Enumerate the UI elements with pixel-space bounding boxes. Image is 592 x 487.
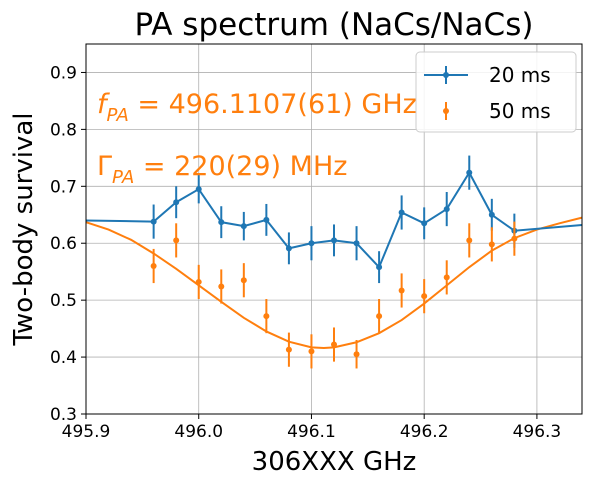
gamma-annotation: ΓPA = 220(29) MHz <box>97 151 347 188</box>
data-point <box>511 235 518 242</box>
data-point <box>308 240 315 247</box>
legend-50ms-marker <box>443 108 449 114</box>
y-tick-label: 0.4 <box>50 348 77 368</box>
gamma-subscript: PA <box>112 167 134 188</box>
data-point <box>240 277 247 284</box>
data-point <box>218 283 225 290</box>
data-point <box>263 216 270 223</box>
legend-20ms-marker <box>443 72 449 78</box>
data-point <box>466 237 473 244</box>
data-point <box>240 223 247 230</box>
x-tick-label: 495.9 <box>62 422 111 442</box>
data-point <box>218 219 225 226</box>
y-tick-label: 0.6 <box>50 234 77 254</box>
data-point <box>376 264 383 271</box>
legend: 20 ms 50 ms <box>415 51 577 133</box>
data-point <box>331 341 337 348</box>
data-point <box>353 240 360 247</box>
data-point <box>331 237 337 244</box>
legend-20ms-label: 20 ms <box>489 63 551 87</box>
data-point <box>398 209 405 216</box>
data-point <box>173 199 180 206</box>
y-axis-label: Two-body survival <box>9 112 39 346</box>
gamma-value: = 220(29) MHz <box>134 151 347 182</box>
data-point <box>443 274 450 281</box>
y-tick-label: 0.7 <box>50 177 77 197</box>
data-point <box>195 278 202 285</box>
x-axis-label: 306XXX GHz <box>252 447 417 477</box>
chart-title: PA spectrum (NaCs/NaCs) <box>135 7 534 43</box>
gamma-symbol: Γ <box>97 151 112 182</box>
y-tick-label: 0.9 <box>50 63 77 83</box>
x-tick-label: 496.0 <box>174 422 223 442</box>
data-point <box>421 293 428 300</box>
data-point <box>285 346 292 353</box>
y-axis-ticks: 0.3 0.4 0.5 0.6 0.7 0.8 0.9 <box>50 63 86 425</box>
legend-box <box>415 51 577 133</box>
data-point <box>488 241 495 248</box>
data-point <box>443 206 450 213</box>
x-tick-label: 496.2 <box>400 422 449 442</box>
data-point <box>263 313 270 320</box>
data-point <box>398 287 405 294</box>
data-point <box>308 348 315 355</box>
fpa-annotation: fPA = 496.1107(61) GHz <box>97 89 417 126</box>
y-tick-label: 0.3 <box>50 405 77 425</box>
fit-curve-layer <box>85 216 583 349</box>
series-50ms <box>150 221 518 369</box>
data-point <box>466 169 473 176</box>
data-point <box>150 218 157 225</box>
data-point <box>376 313 383 320</box>
data-point <box>173 237 180 244</box>
fpa-subscript: PA <box>107 105 129 126</box>
fit-curve-line <box>85 216 583 349</box>
data-point <box>488 211 495 218</box>
data-point <box>195 186 202 193</box>
x-tick-label: 496.1 <box>287 422 336 442</box>
x-tick-label: 496.3 <box>513 422 562 442</box>
legend-50ms-label: 50 ms <box>489 99 551 123</box>
y-tick-label: 0.8 <box>50 120 77 140</box>
x-axis-ticks: 495.9 496.0 496.1 496.2 496.3 <box>62 414 562 442</box>
series-layer <box>85 155 583 369</box>
fpa-value: = 496.1107(61) GHz <box>129 89 417 120</box>
data-point <box>421 220 428 227</box>
plot-frame <box>85 43 583 415</box>
data-point <box>353 351 360 358</box>
data-point <box>150 263 157 269</box>
data-point <box>285 245 292 252</box>
y-tick-label: 0.5 <box>50 291 77 311</box>
